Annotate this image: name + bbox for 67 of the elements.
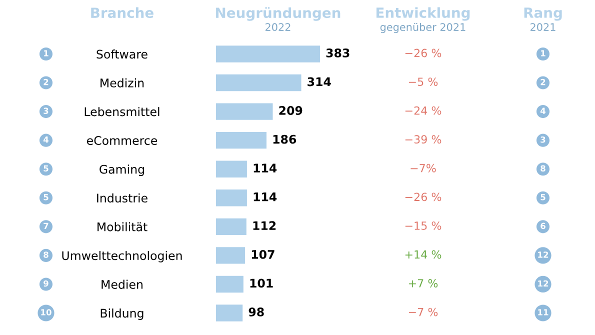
text: −39 % bbox=[405, 135, 442, 144]
y-tick-label: Software bbox=[96, 50, 148, 59]
y-tick-label: eCommerce bbox=[86, 136, 158, 145]
text: 8 bbox=[44, 252, 48, 258]
y-tick-label: Gaming bbox=[100, 164, 144, 176]
text: 2021 bbox=[530, 23, 556, 32]
data-label: 383 bbox=[326, 48, 350, 58]
data-label: 107 bbox=[252, 250, 274, 259]
text: −7% bbox=[410, 164, 436, 172]
text: −26 % bbox=[405, 192, 442, 202]
bar bbox=[216, 218, 246, 236]
bar bbox=[216, 74, 302, 92]
data-label: 114 bbox=[254, 192, 277, 202]
text: 5 bbox=[44, 194, 48, 200]
text: 5 bbox=[540, 194, 546, 200]
text: +14 % bbox=[405, 250, 442, 259]
chart-title: Neugründungen bbox=[216, 7, 340, 21]
y-tick-label: Umwelttechnologien bbox=[62, 250, 182, 262]
text: 4 bbox=[540, 108, 546, 114]
text: −15 % bbox=[405, 221, 442, 230]
data-label: 112 bbox=[253, 221, 276, 230]
text: 9 bbox=[44, 280, 48, 287]
text: +7 % bbox=[408, 279, 438, 288]
text: 2 bbox=[540, 78, 546, 86]
text: 2 bbox=[44, 78, 48, 86]
text: −5 % bbox=[408, 78, 438, 86]
text: 11 bbox=[538, 309, 548, 316]
text: Entwicklung bbox=[376, 7, 470, 21]
text: 4 bbox=[43, 136, 49, 143]
data-label: 114 bbox=[254, 164, 277, 172]
bar bbox=[216, 103, 273, 120]
text: Rang bbox=[524, 8, 562, 21]
text: 1 bbox=[541, 50, 546, 56]
bar bbox=[216, 190, 247, 206]
text: 12 bbox=[538, 280, 548, 287]
data-label: 101 bbox=[250, 278, 273, 288]
text: −24 % bbox=[405, 106, 442, 115]
text: 3 bbox=[540, 136, 546, 143]
data-label: 314 bbox=[308, 77, 331, 86]
bar bbox=[216, 247, 246, 264]
text: 12 bbox=[538, 252, 548, 258]
text: 1 bbox=[44, 50, 48, 56]
bar bbox=[216, 46, 320, 62]
y-tick-label: Industrie bbox=[97, 193, 148, 203]
y-tick-label: Bildung bbox=[100, 308, 144, 320]
text: 8 bbox=[540, 165, 546, 172]
text: 6 bbox=[540, 222, 546, 230]
bar bbox=[216, 160, 247, 178]
data-label: 186 bbox=[273, 134, 296, 144]
y-tick-label: Lebensmittel bbox=[84, 107, 160, 116]
y-tick-label: Medien bbox=[102, 280, 142, 289]
bar bbox=[216, 276, 244, 293]
text: −26 % bbox=[405, 48, 442, 58]
text: 10 bbox=[41, 309, 52, 316]
y-tick-label: Mobilität bbox=[98, 222, 148, 232]
text: gegenüber 2021 bbox=[380, 22, 466, 34]
y-tick-label: Medizin bbox=[100, 78, 144, 88]
text: 5 bbox=[44, 165, 48, 172]
text: 3 bbox=[44, 108, 48, 114]
bar bbox=[216, 304, 243, 322]
text: 7 bbox=[44, 222, 48, 229]
data-label: 209 bbox=[279, 106, 302, 115]
bar bbox=[216, 132, 267, 149]
y-axis-title: Branche bbox=[91, 7, 154, 18]
text: −7 % bbox=[408, 308, 438, 316]
chart-subtitle: 2022 bbox=[266, 23, 290, 32]
data-label: 98 bbox=[248, 308, 264, 316]
